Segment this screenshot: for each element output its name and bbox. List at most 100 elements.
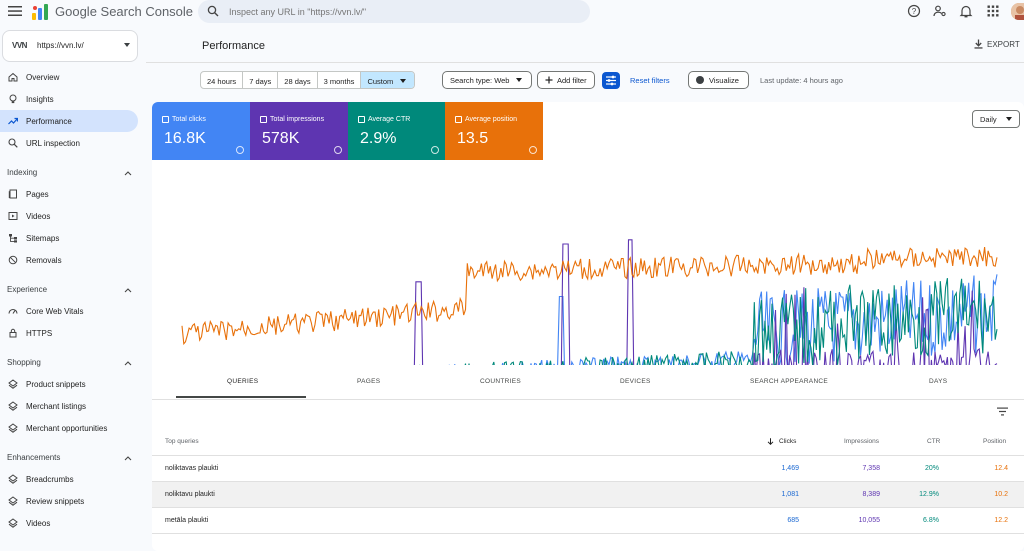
- chip-custom[interactable]: Custom: [361, 72, 415, 88]
- chip-28-days[interactable]: 28 days: [278, 72, 318, 88]
- sidebar-item-breadcrumbs[interactable]: Breadcrumbs: [0, 468, 138, 490]
- sidebar-item-label: Review snippets: [26, 497, 85, 506]
- section-title: Enhancements: [7, 453, 61, 462]
- chevron-down-icon: [124, 43, 130, 47]
- sidebar-item-removals[interactable]: Removals: [0, 249, 138, 271]
- metric-value: 13.5: [457, 130, 489, 147]
- sidebar-item-product-snippets[interactable]: Product snippets: [0, 373, 138, 395]
- query-cell: noliktavas plaukti: [165, 465, 219, 472]
- reset-filters-link[interactable]: Reset filters: [630, 76, 670, 85]
- last-update-text: Last update: 4 hours ago: [760, 76, 843, 85]
- table-row[interactable]: noliktavas plaukti 1,469 7,358 20% 12.4: [152, 455, 1024, 481]
- sidebar: VVN https://vvn.lv/ Overview Insights Pe…: [0, 30, 146, 551]
- export-button[interactable]: EXPORT: [974, 39, 1020, 49]
- series-line-3: [181, 247, 998, 346]
- sidebar-item-enh-videos[interactable]: Videos: [0, 512, 138, 534]
- sidebar-item-label: Pages: [26, 190, 49, 199]
- metric-value: 2.9%: [360, 130, 397, 147]
- metric-total-impressions[interactable]: Total impressions 578K: [250, 102, 348, 160]
- col-header-clicks[interactable]: Clicks: [767, 438, 796, 445]
- sidebar-item-review-snippets[interactable]: Review snippets: [0, 490, 138, 512]
- metric-total-clicks[interactable]: Total clicks 16.8K: [152, 102, 250, 160]
- chip-24-hours[interactable]: 24 hours: [201, 72, 244, 88]
- col-header-impressions[interactable]: Impressions: [844, 438, 880, 445]
- tab-devices[interactable]: DEVICES: [620, 378, 651, 385]
- tab-pages[interactable]: PAGES: [357, 378, 381, 385]
- property-selector[interactable]: VVN https://vvn.lv/: [2, 30, 138, 62]
- notifications-icon[interactable]: [959, 4, 973, 18]
- apps-grid-icon[interactable]: [986, 4, 1000, 18]
- help-icon[interactable]: ?: [907, 4, 921, 18]
- tune-icon: [606, 75, 616, 86]
- layers-icon: [8, 423, 18, 433]
- col-header-query: Top queries: [165, 438, 199, 445]
- sidebar-item-sitemaps[interactable]: Sitemaps: [0, 227, 138, 249]
- chip-custom-label: Custom: [367, 76, 394, 86]
- section-header-enhancements[interactable]: Enhancements: [7, 453, 135, 467]
- col-header-ctr[interactable]: CTR: [927, 438, 941, 445]
- table-row[interactable]: metāla plaukti 685 10,055 6.8% 12.2: [152, 507, 1024, 533]
- chip-3-months[interactable]: 3 months: [318, 72, 362, 88]
- granularity-dropdown[interactable]: Daily: [972, 110, 1020, 128]
- search-type-dropdown[interactable]: Search type: Web: [442, 71, 532, 89]
- sidebar-item-label: Sitemaps: [26, 234, 60, 243]
- filter-settings-button[interactable]: [602, 72, 620, 89]
- query-cell: noliktavu plaukti: [165, 491, 215, 498]
- sidebar-item-core-web-vitals[interactable]: Core Web Vitals: [0, 300, 138, 322]
- manage-users-icon[interactable]: [933, 4, 947, 18]
- tab-days[interactable]: DAYS: [929, 378, 948, 385]
- sidebar-item-label: Removals: [26, 256, 62, 265]
- impressions-cell: 8,389: [862, 491, 880, 498]
- granularity-label: Daily: [980, 114, 997, 124]
- chevron-down-icon: [1005, 117, 1012, 121]
- checkbox-icon: [358, 116, 365, 123]
- filter-list-icon[interactable]: [997, 407, 1008, 416]
- lock-icon: [9, 328, 17, 338]
- help-icon: [236, 146, 244, 154]
- add-filter-button[interactable]: Add filter: [537, 71, 595, 89]
- help-icon: [529, 146, 537, 154]
- sidebar-item-overview[interactable]: Overview: [0, 66, 138, 88]
- tab-countries[interactable]: COUNTRIES: [480, 378, 521, 385]
- sitemap-icon: [9, 234, 17, 243]
- sort-down-arrow-icon: [767, 438, 774, 445]
- performance-chart-card: Total clicks 16.8K Total impressions 578…: [152, 102, 1024, 432]
- col-header-position[interactable]: Position: [983, 438, 1007, 445]
- section-header-indexing[interactable]: Indexing: [7, 168, 135, 182]
- chevron-up-icon: [124, 171, 132, 176]
- sidebar-item-performance[interactable]: Performance: [0, 110, 138, 132]
- home-icon: [8, 72, 18, 82]
- chevron-up-icon: [124, 361, 132, 366]
- sidebar-item-https[interactable]: HTTPS: [0, 322, 138, 344]
- sidebar-item-insights[interactable]: Insights: [0, 88, 138, 110]
- section-header-shopping[interactable]: Shopping: [7, 358, 135, 372]
- visualize-icon: [696, 76, 704, 84]
- section-header-experience[interactable]: Experience: [7, 285, 135, 299]
- chip-7-days[interactable]: 7 days: [243, 72, 279, 88]
- download-icon: [974, 39, 983, 49]
- tab-queries[interactable]: QUERIES: [227, 378, 259, 385]
- visualize-button[interactable]: Visualize: [688, 71, 749, 89]
- sidebar-item-pages[interactable]: Pages: [0, 183, 138, 205]
- sidebar-item-videos[interactable]: Videos: [0, 205, 138, 227]
- brand-name: Google Search Console: [55, 4, 194, 19]
- metric-average-position[interactable]: Average position 13.5: [445, 102, 543, 160]
- search-icon: [207, 5, 219, 17]
- metric-value: 16.8K: [164, 130, 206, 147]
- table-row[interactable]: noliktavu plaukti 1,081 8,389 12.9% 10.2: [152, 481, 1024, 507]
- clicks-cell: 1,081: [781, 491, 799, 498]
- chevron-up-icon: [124, 288, 132, 293]
- search-type-label: Search type: Web: [450, 75, 510, 85]
- sidebar-item-merchant-opportunities[interactable]: Merchant opportunities: [0, 417, 138, 439]
- metric-average-ctr[interactable]: Average CTR 2.9%: [348, 102, 445, 160]
- account-avatar[interactable]: [1011, 3, 1024, 20]
- tab-search-appearance[interactable]: SEARCH APPEARANCE: [750, 378, 829, 385]
- section-title: Shopping: [7, 358, 41, 367]
- url-inspect-search[interactable]: [198, 0, 590, 23]
- sidebar-item-url-inspection[interactable]: URL inspection: [0, 132, 138, 154]
- position-cell: 12.2: [994, 517, 1008, 524]
- layers-icon: [8, 474, 18, 484]
- menu-icon[interactable]: [8, 5, 22, 17]
- sidebar-item-merchant-listings[interactable]: Merchant listings: [0, 395, 138, 417]
- url-inspect-input[interactable]: [229, 3, 569, 20]
